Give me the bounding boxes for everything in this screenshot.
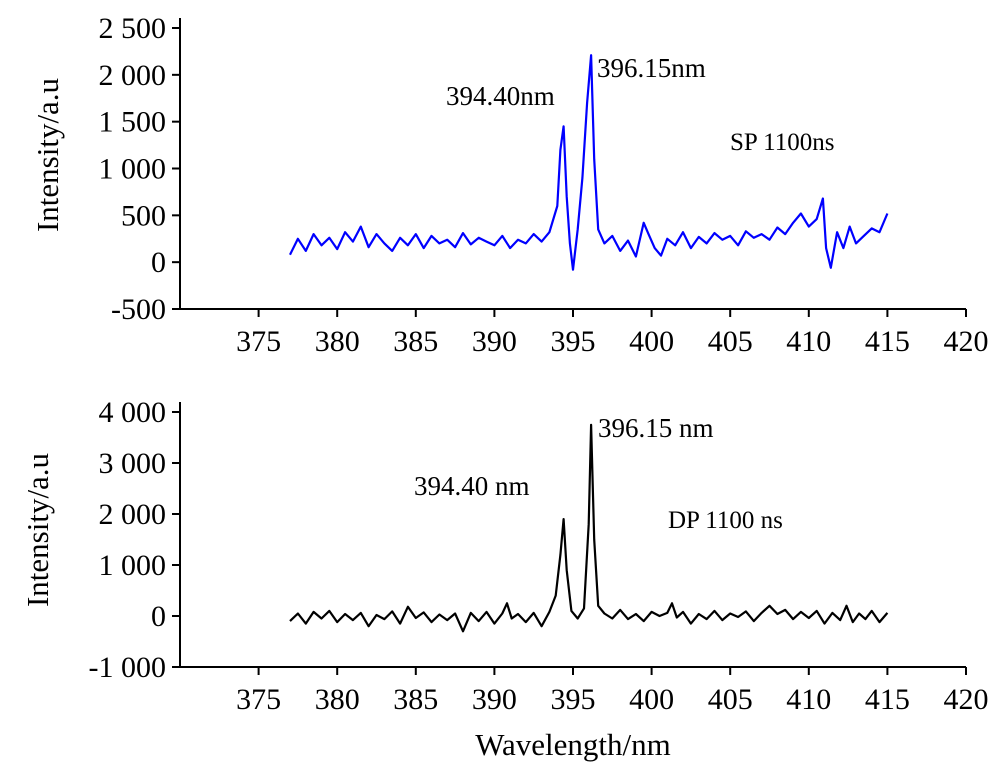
annotation-peak-394: 394.40nm xyxy=(446,81,555,111)
x-tick-label: 405 xyxy=(708,683,753,716)
x-tick-label: 375 xyxy=(236,683,281,716)
y-tick-label: 3 000 xyxy=(99,447,167,480)
y-tick-label: 2 000 xyxy=(99,498,167,531)
x-tick-label: 390 xyxy=(472,683,517,716)
x-tick-label: 410 xyxy=(786,325,831,358)
series-line xyxy=(289,423,889,633)
y-tick-label: -1 000 xyxy=(89,651,167,684)
x-tick-label: 415 xyxy=(865,683,910,716)
y-tick-label: 1 500 xyxy=(99,106,167,139)
annotation-peak-394: 394.40 nm xyxy=(414,471,530,501)
y-tick-label: 2 000 xyxy=(99,59,167,92)
x-tick-label: 380 xyxy=(315,683,360,716)
chart-panel-sp: -500 0 500 1 000 1 500 2 000 2 500 375 380 385 390… xyxy=(30,12,989,358)
y-tick-label: 1 000 xyxy=(99,549,167,582)
x-tick-label: 385 xyxy=(393,325,438,358)
annotation-peak-396: 396.15 nm xyxy=(598,413,714,443)
annotation-condition: SP 1100ns xyxy=(730,129,834,156)
plot-area: -1 000 0 1 000 2 000 3 000 4 000 375 380 385 390 3… xyxy=(89,396,989,716)
plot-area: -500 0 500 1 000 1 500 2 000 2 500 375 380 385 390… xyxy=(99,12,989,358)
x-tick-label: 395 xyxy=(551,325,596,358)
x-tick-label: 390 xyxy=(472,325,517,358)
y-axis-title: Intensity/a.u xyxy=(20,453,55,607)
annotation-condition: DP 1100 ns xyxy=(668,507,783,534)
x-tick-label: 400 xyxy=(629,325,674,358)
x-tick-label: 400 xyxy=(629,683,674,716)
chart-panel-dp: -1 000 0 1 000 2 000 3 000 4 000 375 380 385 390 3… xyxy=(20,396,989,762)
y-tick-label: 1 000 xyxy=(99,153,167,186)
y-tick-label: -500 xyxy=(111,293,166,326)
x-tick-label: 385 xyxy=(393,683,438,716)
x-tick-label: 420 xyxy=(944,325,989,358)
x-tick-label: 420 xyxy=(944,683,989,716)
y-tick-label: 500 xyxy=(121,199,166,232)
x-tick-label: 405 xyxy=(708,325,753,358)
series-line xyxy=(289,54,889,271)
x-tick-label: 415 xyxy=(865,325,910,358)
x-tick-label: 375 xyxy=(236,325,281,358)
y-tick-label: 0 xyxy=(151,246,166,279)
y-tick-label: 4 000 xyxy=(99,396,167,429)
x-axis-title: Wavelength/nm xyxy=(475,727,671,762)
x-tick-label: 410 xyxy=(786,683,831,716)
annotation-peak-396: 396.15nm xyxy=(597,53,706,83)
y-tick-label: 0 xyxy=(151,600,166,633)
x-tick-label: 395 xyxy=(551,683,596,716)
y-tick-label: 2 500 xyxy=(99,12,167,45)
y-axis-title: Intensity/a.u xyxy=(30,78,65,232)
x-tick-label: 380 xyxy=(315,325,360,358)
